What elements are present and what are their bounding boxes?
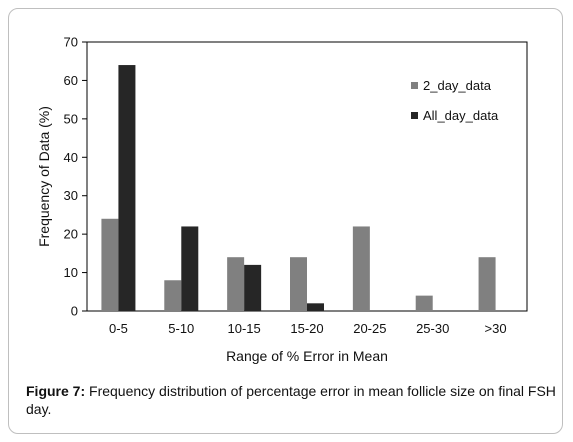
x-tick-label: >30 (485, 321, 507, 336)
bar-chart: 0 10 20 30 40 50 60 70 0-5 5-10 10-15 15-20 20-25 25… (36, 35, 528, 364)
y-tick-labels: 0 10 20 30 40 50 60 70 (64, 35, 78, 319)
bar-all-day-data (244, 264, 262, 311)
y-tick-label: 50 (64, 111, 78, 126)
bar-2-day-data (352, 226, 370, 311)
bar-2-day-data (164, 280, 182, 311)
bar-2-day-data (478, 257, 496, 311)
x-tick-label: 15-20 (290, 321, 323, 336)
bar-2-day-data (101, 218, 119, 311)
y-tick-label: 0 (71, 304, 78, 319)
bar-all-day-data (307, 303, 324, 311)
x-tick-labels: 0-5 5-10 10-15 15-20 20-25 25-30 >30 (109, 321, 507, 336)
caption-text: Frequency distribution of percentage err… (26, 383, 556, 417)
y-axis-title: Frequency of Data (%) (36, 106, 52, 247)
legend-label: 2_day_data (423, 78, 492, 93)
x-tick-label: 25-30 (416, 321, 449, 336)
bar-2-day-data (227, 257, 245, 311)
y-tick-label: 60 (64, 73, 78, 88)
x-tick-label: 20-25 (353, 321, 386, 336)
legend-swatch (411, 82, 418, 89)
bar-all-day-data (118, 65, 136, 311)
legend-swatch (411, 112, 418, 119)
figure-caption: Figure 7: Frequency distribution of perc… (26, 382, 556, 418)
y-tick-label: 40 (64, 150, 78, 165)
y-tick-label: 10 (64, 265, 78, 280)
figure-frame (8, 8, 563, 434)
y-tick-label: 20 (64, 227, 78, 242)
y-tick-label: 70 (64, 35, 78, 50)
bar-2-day-data (290, 257, 307, 311)
bar-2-day-data (415, 295, 433, 311)
x-axis-title: Range of % Error in Mean (226, 348, 388, 364)
legend-label: All_day_data (423, 108, 499, 123)
x-tick-label: 0-5 (109, 321, 128, 336)
caption-label: Figure 7: (26, 383, 86, 399)
y-tick-label: 30 (64, 188, 78, 203)
bars (101, 65, 496, 311)
bar-all-day-data (181, 226, 199, 311)
x-tick-label: 10-15 (228, 321, 261, 336)
x-tick-label: 5-10 (168, 321, 194, 336)
legend: 2_day_data All_day_data (411, 78, 499, 123)
